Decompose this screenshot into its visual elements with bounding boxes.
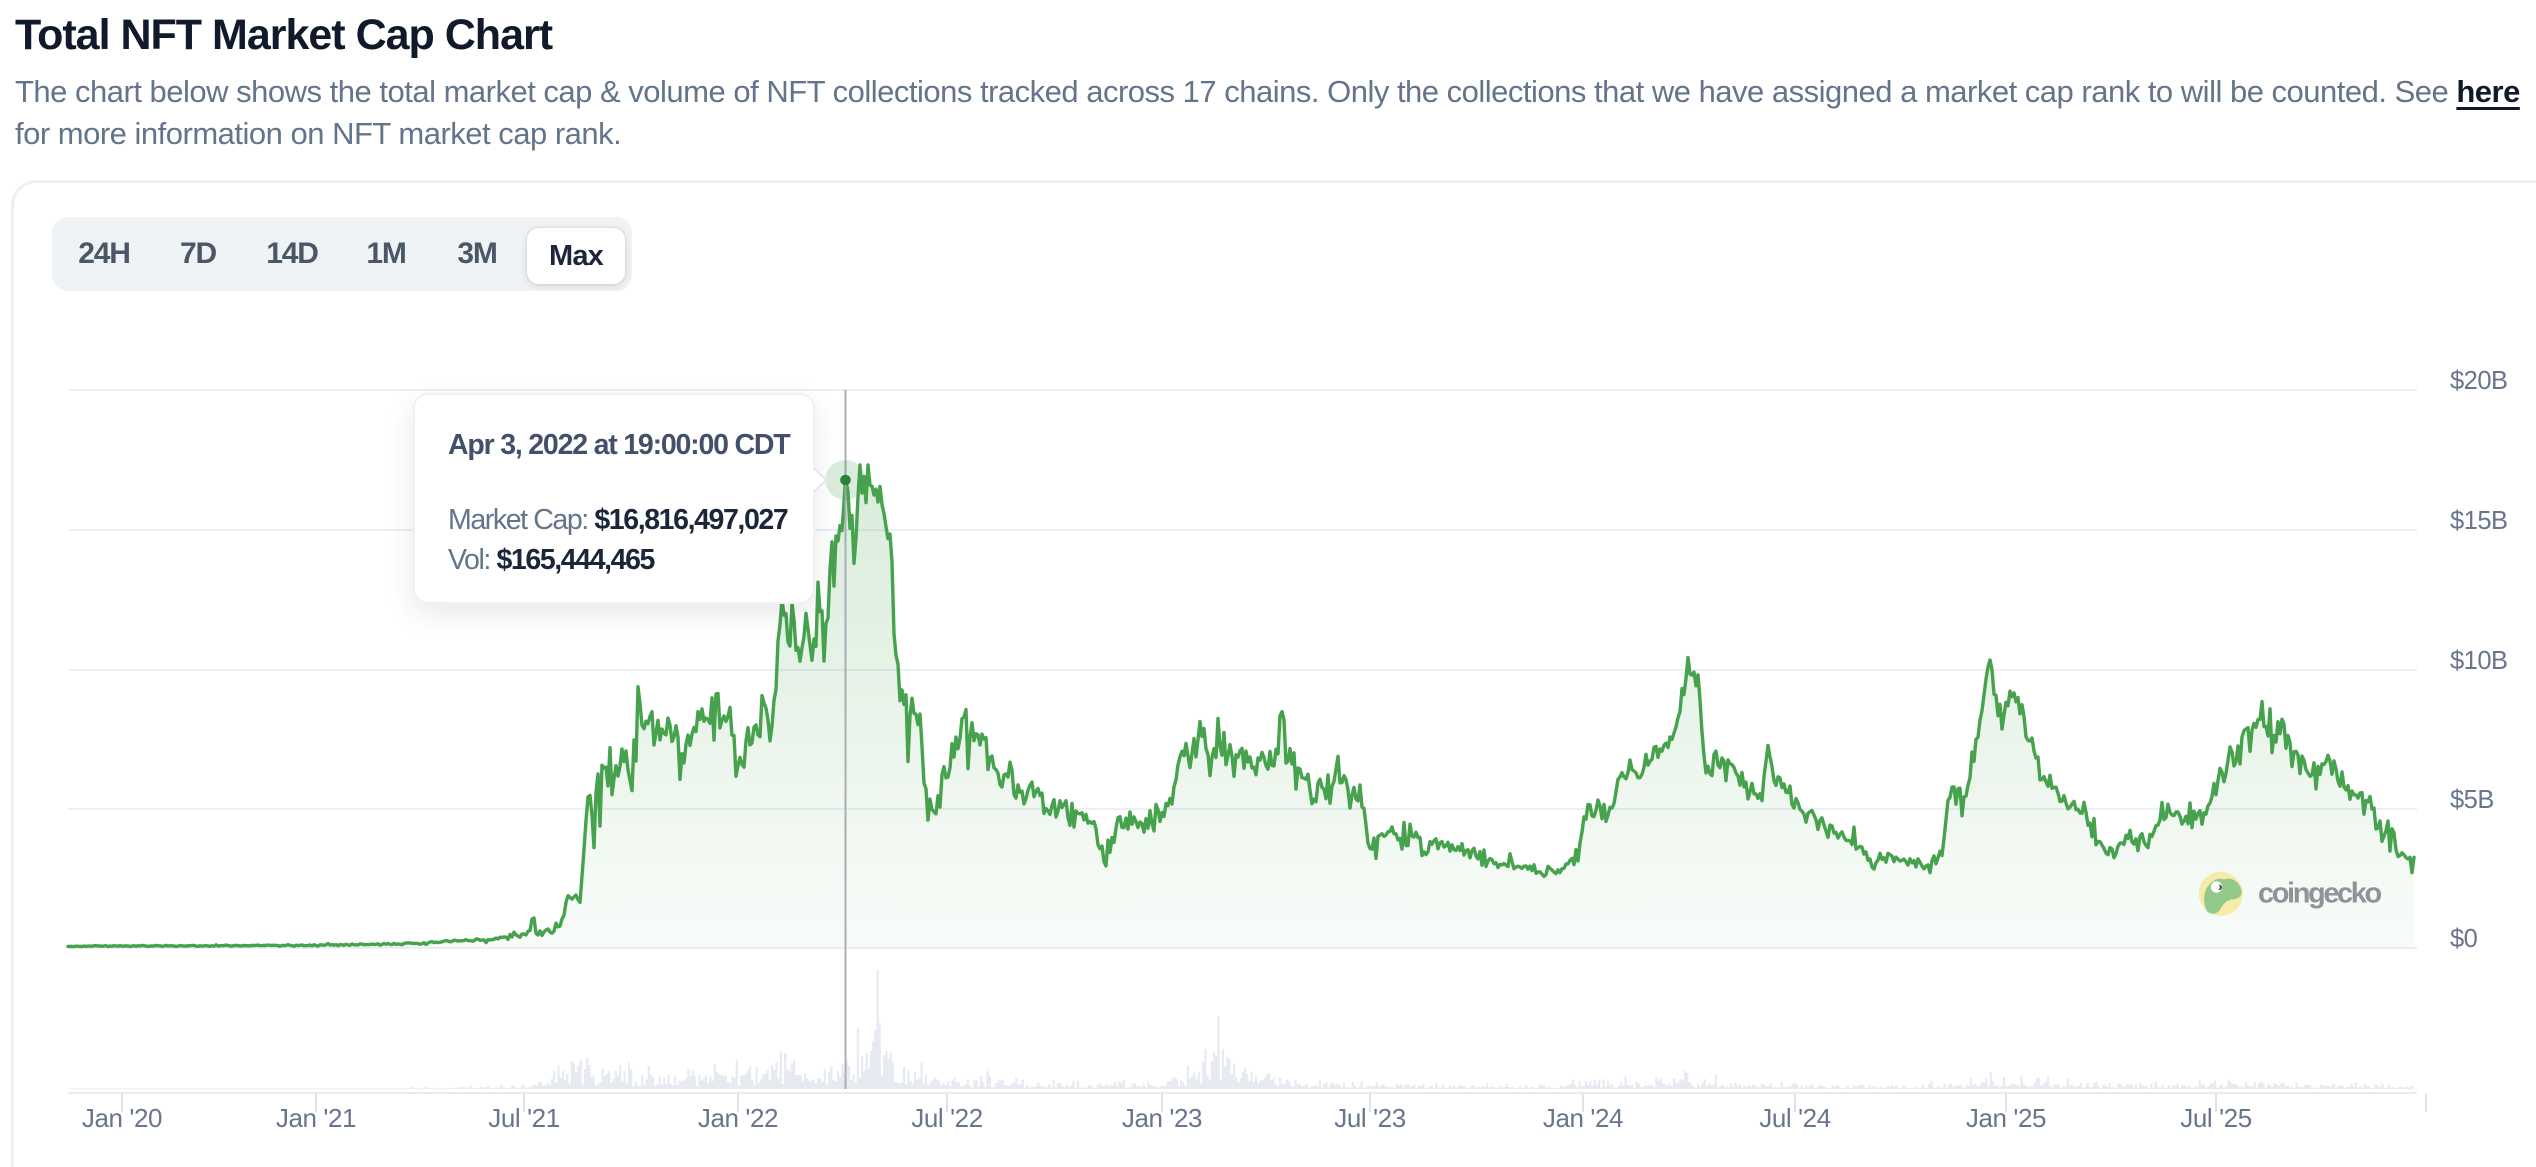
svg-text:$5B: $5B (2450, 786, 2494, 814)
svg-text:Jan '24: Jan '24 (1543, 1103, 1623, 1133)
svg-text:Jul '22: Jul '22 (911, 1103, 983, 1133)
svg-text:$0: $0 (2450, 925, 2478, 953)
svg-text:$15B: $15B (2450, 507, 2508, 535)
svg-text:Jan '22: Jan '22 (698, 1103, 778, 1133)
svg-text:Jan '23: Jan '23 (1122, 1103, 1202, 1133)
svg-text:Jan '25: Jan '25 (1966, 1103, 2046, 1133)
svg-text:Jan '20: Jan '20 (82, 1103, 162, 1133)
svg-text:Jul '21: Jul '21 (488, 1103, 560, 1133)
svg-text:$20B: $20B (2450, 367, 2508, 395)
svg-text:Jul '23: Jul '23 (1334, 1103, 1406, 1133)
svg-text:$10B: $10B (2450, 647, 2508, 675)
svg-text:Jan '21: Jan '21 (276, 1103, 356, 1133)
svg-text:Jul '25: Jul '25 (2180, 1103, 2252, 1133)
svg-text:coingecko: coingecko (2258, 878, 2382, 910)
svg-text:Jul '24: Jul '24 (1759, 1103, 1831, 1133)
